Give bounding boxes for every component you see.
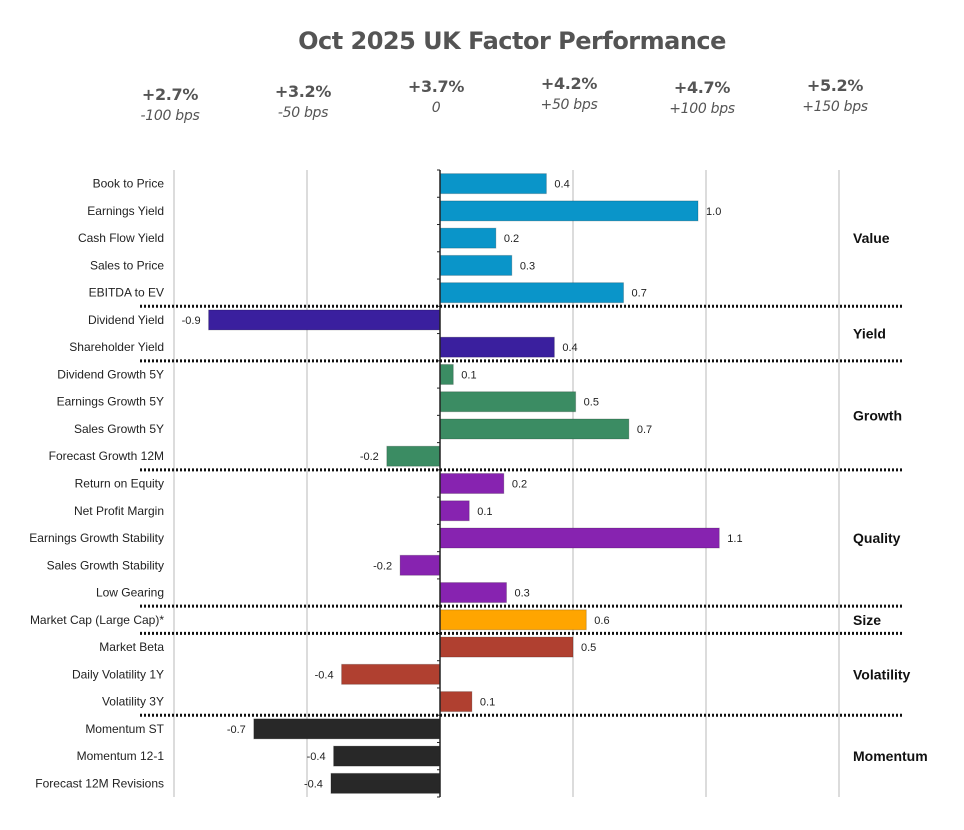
data-label: 0.1 xyxy=(480,697,495,709)
bar xyxy=(439,254,513,276)
data-label: 1.0 xyxy=(706,206,721,218)
factor-label: Forecast 12M Revisions xyxy=(35,776,164,790)
scenario-return: +3.2% xyxy=(274,82,332,101)
group-label: Growth xyxy=(853,407,902,423)
bar xyxy=(439,691,473,713)
data-label: 0.4 xyxy=(562,342,577,354)
data-label: 0.3 xyxy=(520,260,535,272)
scenario-bps: -50 bps xyxy=(277,105,329,121)
data-label: 0.6 xyxy=(594,615,609,627)
bar xyxy=(439,336,555,358)
scenario-header-item: +5.2% +150 bps xyxy=(765,76,905,115)
factor-label: Low Gearing xyxy=(96,586,164,600)
bar xyxy=(439,582,507,604)
bar xyxy=(439,418,630,440)
factor-label: Momentum 12-1 xyxy=(77,749,165,763)
group-label: Size xyxy=(853,612,881,628)
group-label: Yield xyxy=(853,326,886,342)
data-label: 1.1 xyxy=(727,533,742,545)
data-label: 0.4 xyxy=(554,179,569,191)
scenario-header-item: +3.7% 0 xyxy=(366,77,506,116)
factor-label: Volatility 3Y xyxy=(102,695,164,709)
bar xyxy=(439,500,470,522)
scenario-header-item: +3.2% -50 bps xyxy=(233,82,373,121)
bar xyxy=(439,636,574,658)
bar xyxy=(439,609,587,631)
data-label: -0.4 xyxy=(304,778,323,790)
bar xyxy=(439,200,699,222)
factor-label: Market Beta xyxy=(99,640,164,654)
factor-label: EBITDA to EV xyxy=(89,286,164,300)
factor-label: Book to Price xyxy=(93,177,165,191)
data-label: -0.4 xyxy=(315,669,334,681)
group-label: Momentum xyxy=(853,748,928,764)
chart-title: Oct 2025 UK Factor Performance xyxy=(298,27,726,55)
data-label: -0.4 xyxy=(307,751,326,763)
factor-label: Dividend Yield xyxy=(88,313,164,327)
bar xyxy=(439,473,505,494)
factor-label: Forecast Growth 12M xyxy=(49,449,164,463)
bar xyxy=(208,309,441,331)
factor-label: Sales to Price xyxy=(90,258,164,272)
data-label: -0.9 xyxy=(182,315,201,327)
scenario-header-item: +4.7% +100 bps xyxy=(632,78,772,117)
scenario-bps: 0 xyxy=(431,100,441,116)
data-label: 0.2 xyxy=(504,233,519,245)
group-label: Quality xyxy=(853,530,901,546)
scenario-return: +3.7% xyxy=(407,77,465,96)
bar xyxy=(333,745,441,767)
scenario-return: +4.7% xyxy=(673,78,731,97)
scenario-header-item: +2.7% -100 bps xyxy=(100,85,240,124)
data-label: -0.2 xyxy=(360,451,379,463)
factor-label: Shareholder Yield xyxy=(69,340,164,354)
scenario-header-item: +4.2% +50 bps xyxy=(499,74,639,113)
group-label: Value xyxy=(853,230,890,246)
data-label: 0.7 xyxy=(637,424,652,436)
factor-label: Net Profit Margin xyxy=(74,504,164,518)
factor-label: Market Cap (Large Cap)* xyxy=(30,613,164,627)
factor-label: Sales Growth Stability xyxy=(47,558,164,572)
factor-label: Daily Volatility 1Y xyxy=(72,667,164,681)
bar xyxy=(439,173,547,195)
data-label: 0.1 xyxy=(461,369,476,381)
bar xyxy=(399,554,441,576)
factor-label: Sales Growth 5Y xyxy=(74,422,164,436)
data-label: -0.2 xyxy=(373,560,392,572)
bar xyxy=(341,663,441,685)
bar xyxy=(439,391,577,413)
data-label: 0.1 xyxy=(477,506,492,518)
scenario-bps: +100 bps xyxy=(669,101,735,117)
data-label: 0.5 xyxy=(584,397,599,409)
factor-label: Dividend Growth 5Y xyxy=(57,367,164,381)
factor-label: Earnings Growth Stability xyxy=(29,531,164,545)
bar xyxy=(439,527,720,549)
data-label: 0.2 xyxy=(512,479,527,491)
scenario-return: +4.2% xyxy=(540,74,598,93)
factor-label: Momentum ST xyxy=(85,722,164,736)
data-label: 0.7 xyxy=(632,288,647,300)
scenario-bps: +150 bps xyxy=(802,99,868,115)
data-label: 0.5 xyxy=(581,642,596,654)
factor-label: Return on Equity xyxy=(75,477,164,491)
bar xyxy=(253,718,441,740)
data-label: 0.3 xyxy=(515,588,530,600)
bar xyxy=(439,363,454,385)
bar xyxy=(330,772,441,794)
data-label: -0.7 xyxy=(227,724,246,736)
factor-label: Cash Flow Yield xyxy=(78,231,164,245)
group-label: Volatility xyxy=(853,666,911,682)
factor-label: Earnings Yield xyxy=(87,204,164,218)
scenario-bps: +50 bps xyxy=(540,97,598,113)
bar xyxy=(439,227,497,249)
bar xyxy=(386,445,441,467)
bar xyxy=(439,282,625,304)
scenario-bps: -100 bps xyxy=(140,108,200,124)
factor-label: Earnings Growth 5Y xyxy=(57,395,164,409)
scenario-return: +2.7% xyxy=(141,85,199,104)
scenario-return: +5.2% xyxy=(806,76,864,95)
